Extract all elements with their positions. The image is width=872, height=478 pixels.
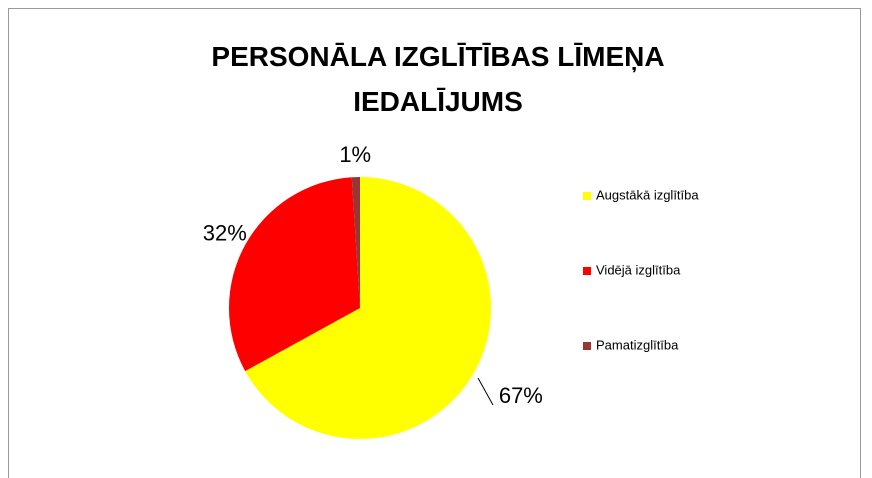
- legend-label: Pamatizglītība: [596, 337, 679, 352]
- legend-swatch: [583, 342, 591, 350]
- data-label: 1%: [339, 142, 371, 167]
- data-label: 67%: [499, 383, 543, 408]
- data-label: 32%: [203, 221, 247, 246]
- pie-slice: [245, 177, 492, 439]
- chart-title: PERSONĀLA IZGLĪTĪBAS LĪMEŅA IEDALĪJUMS: [211, 41, 665, 117]
- pie-slice: [228, 177, 360, 372]
- chart-frame: [8, 8, 861, 478]
- legend-label: Vidējā izglītība: [596, 262, 681, 277]
- legend-swatch: [583, 192, 591, 200]
- pie-slice: [351, 177, 360, 308]
- legend-label: Augstākā izglītība: [596, 187, 699, 202]
- legend-swatch: [583, 267, 591, 275]
- leader-line: [477, 377, 494, 406]
